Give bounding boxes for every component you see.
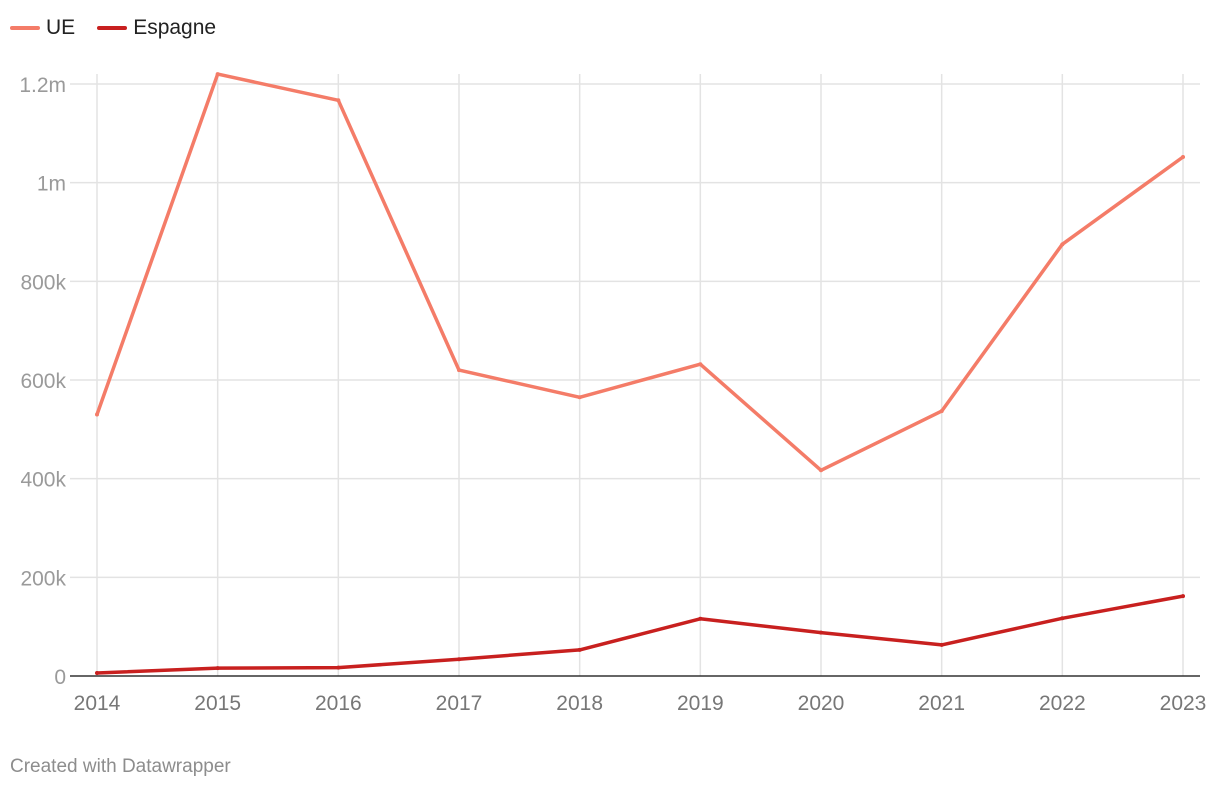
data-point-espagne-2023 xyxy=(1181,594,1185,599)
x-tick-label: 2016 xyxy=(315,692,362,715)
data-point-ue-2017 xyxy=(457,368,461,373)
data-point-ue-2014 xyxy=(95,412,99,417)
x-tick-label: 2017 xyxy=(436,692,483,715)
data-point-ue-2021 xyxy=(939,409,944,414)
y-tick-label: 0 xyxy=(54,666,66,689)
vertical-gridlines xyxy=(96,74,1184,676)
footer-credit: Created with Datawrapper xyxy=(10,756,231,777)
data-point-espagne-2014 xyxy=(95,671,99,676)
x-tick-label: 2022 xyxy=(1039,692,1086,715)
x-tick-label: 2014 xyxy=(74,692,121,715)
legend-label-espagne: Espagne xyxy=(133,16,217,39)
legend-swatch-espagne xyxy=(97,26,128,30)
x-tick-label: 2018 xyxy=(556,692,603,715)
series-lines xyxy=(95,72,1185,676)
data-point-ue-2019 xyxy=(698,362,703,367)
y-tick-label: 800k xyxy=(20,271,66,294)
data-point-ue-2015 xyxy=(215,72,220,77)
y-tick-label: 600k xyxy=(20,370,66,393)
horizontal-gridlines xyxy=(70,83,1200,579)
y-tick-label: 200k xyxy=(20,567,66,590)
data-point-espagne-2019 xyxy=(698,616,703,621)
y-tick-label: 1.2m xyxy=(19,74,66,97)
data-point-espagne-2020 xyxy=(819,630,823,635)
data-point-espagne-2016 xyxy=(336,665,341,670)
data-point-espagne-2015 xyxy=(215,666,220,671)
x-axis-tick-labels: 2014 2015 2016 2017 2018 2019 2020 2021 2022 2023 xyxy=(74,692,1207,715)
series-line-espagne xyxy=(95,594,1185,675)
x-tick-label: 2020 xyxy=(798,692,845,715)
data-point-espagne-2018 xyxy=(577,647,582,652)
data-point-espagne-2017 xyxy=(457,657,461,662)
data-point-ue-2022 xyxy=(1060,242,1065,247)
data-point-espagne-2022 xyxy=(1060,616,1065,621)
data-point-ue-2023 xyxy=(1181,155,1185,160)
y-tick-label: 400k xyxy=(20,469,66,492)
data-point-ue-2020 xyxy=(819,468,823,473)
data-point-espagne-2021 xyxy=(939,642,944,647)
legend-swatch-ue xyxy=(10,26,40,30)
chart-legend: UE Espagne xyxy=(10,16,216,40)
x-tick-label: 2015 xyxy=(194,692,241,715)
legend-label-ue: UE xyxy=(46,16,76,39)
x-tick-label: 2019 xyxy=(677,692,724,715)
data-point-ue-2016 xyxy=(336,98,341,103)
series-line-ue xyxy=(95,72,1185,473)
y-axis-tick-labels: 0 200k 400k 600k 800k 1m 1.2m xyxy=(19,74,66,689)
legend-item-espagne[interactable]: Espagne xyxy=(97,16,216,40)
x-tick-label: 2021 xyxy=(918,692,965,715)
legend-item-ue[interactable]: UE xyxy=(10,16,75,40)
x-tick-label: 2023 xyxy=(1160,692,1207,715)
data-point-ue-2018 xyxy=(577,395,582,400)
y-tick-label: 1m xyxy=(37,173,66,196)
